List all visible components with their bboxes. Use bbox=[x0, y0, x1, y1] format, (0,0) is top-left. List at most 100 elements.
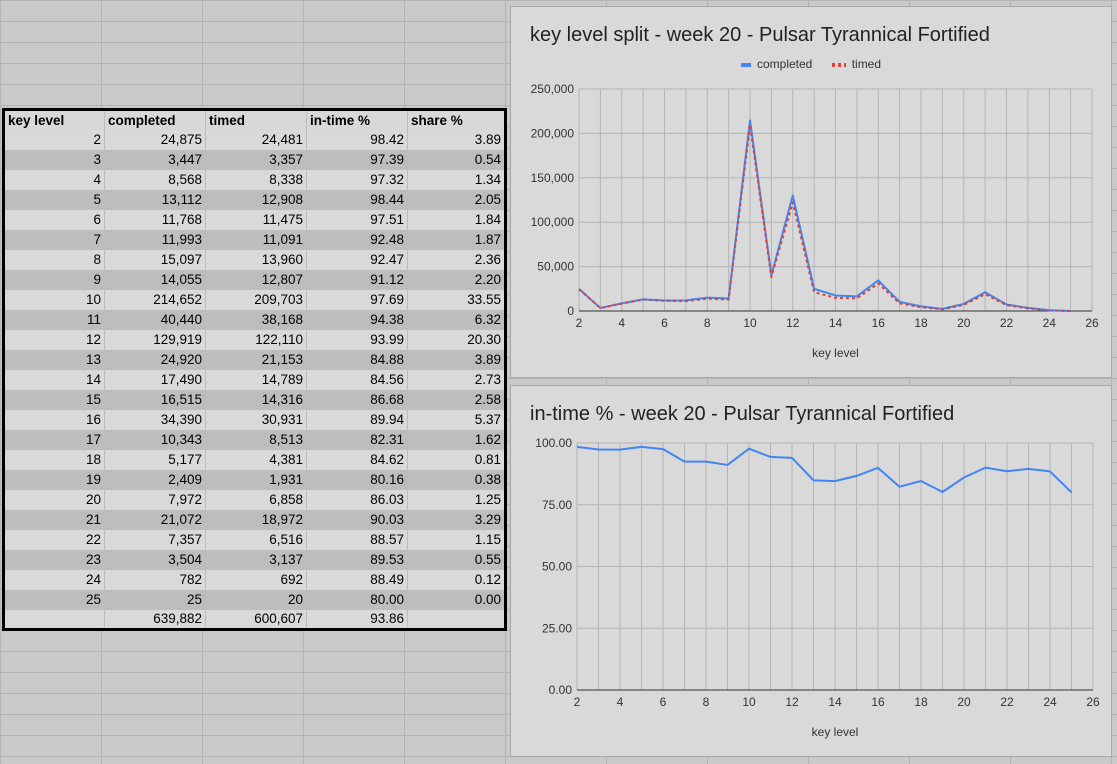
table-cell[interactable]: 93.99 bbox=[306, 329, 408, 350]
table-cell[interactable]: 0.81 bbox=[407, 449, 506, 470]
table-cell[interactable]: 122,110 bbox=[205, 329, 307, 350]
table-cell[interactable]: 3,357 bbox=[205, 149, 307, 170]
total-cell[interactable] bbox=[3, 609, 105, 630]
table-cell[interactable]: 11,993 bbox=[104, 229, 206, 250]
table-cell[interactable]: 89.94 bbox=[306, 409, 408, 430]
table-cell[interactable]: 30,931 bbox=[205, 409, 307, 430]
table-cell[interactable]: 25 bbox=[3, 589, 105, 610]
table-cell[interactable]: 0.38 bbox=[407, 469, 506, 490]
table-cell[interactable]: 94.38 bbox=[306, 309, 408, 330]
total-cell[interactable]: 600,607 bbox=[205, 609, 307, 630]
table-cell[interactable]: 209,703 bbox=[205, 289, 307, 310]
table-cell[interactable]: 3.29 bbox=[407, 509, 506, 530]
table-cell[interactable]: 15 bbox=[3, 389, 105, 410]
legend-item-completed[interactable]: completed bbox=[740, 57, 812, 71]
table-cell[interactable]: 92.48 bbox=[306, 229, 408, 250]
table-cell[interactable]: 80.16 bbox=[306, 469, 408, 490]
table-cell[interactable]: 89.53 bbox=[306, 549, 408, 570]
table-cell[interactable]: 18,972 bbox=[205, 509, 307, 530]
table-cell[interactable]: 80.00 bbox=[306, 589, 408, 610]
table-cell[interactable]: 1.87 bbox=[407, 229, 506, 250]
table-cell[interactable]: 1.15 bbox=[407, 529, 506, 550]
table-cell[interactable]: 692 bbox=[205, 569, 307, 590]
table-cell[interactable]: 97.39 bbox=[306, 149, 408, 170]
table-cell[interactable]: 13,960 bbox=[205, 249, 307, 270]
table-cell[interactable]: 4,381 bbox=[205, 449, 307, 470]
header-timed[interactable]: timed bbox=[205, 109, 307, 130]
table-cell[interactable]: 12 bbox=[3, 329, 105, 350]
total-cell[interactable]: 93.86 bbox=[306, 609, 408, 630]
table-cell[interactable]: 24 bbox=[3, 569, 105, 590]
header-key-level[interactable]: key level bbox=[3, 109, 105, 130]
table-cell[interactable]: 4 bbox=[3, 169, 105, 190]
table-cell[interactable]: 15,097 bbox=[104, 249, 206, 270]
table-cell[interactable]: 14,789 bbox=[205, 369, 307, 390]
table-cell[interactable]: 0.54 bbox=[407, 149, 506, 170]
table-cell[interactable]: 2 bbox=[3, 129, 105, 150]
table-cell[interactable]: 2,409 bbox=[104, 469, 206, 490]
table-cell[interactable]: 3.89 bbox=[407, 129, 506, 150]
table-cell[interactable]: 6.32 bbox=[407, 309, 506, 330]
table-cell[interactable]: 16 bbox=[3, 409, 105, 430]
table-cell[interactable]: 97.69 bbox=[306, 289, 408, 310]
total-cell[interactable] bbox=[407, 609, 506, 630]
table-cell[interactable]: 2.58 bbox=[407, 389, 506, 410]
table-cell[interactable]: 5.37 bbox=[407, 409, 506, 430]
table-cell[interactable]: 1.62 bbox=[407, 429, 506, 450]
table-cell[interactable]: 3,447 bbox=[104, 149, 206, 170]
table-cell[interactable]: 2.05 bbox=[407, 189, 506, 210]
table-cell[interactable]: 8,568 bbox=[104, 169, 206, 190]
table-cell[interactable]: 7,357 bbox=[104, 529, 206, 550]
table-cell[interactable]: 21,153 bbox=[205, 349, 307, 370]
table-cell[interactable]: 33.55 bbox=[407, 289, 506, 310]
table-cell[interactable]: 38,168 bbox=[205, 309, 307, 330]
table-cell[interactable]: 6 bbox=[3, 209, 105, 230]
table-cell[interactable]: 782 bbox=[104, 569, 206, 590]
table-cell[interactable]: 21,072 bbox=[104, 509, 206, 530]
table-cell[interactable]: 12,807 bbox=[205, 269, 307, 290]
table-cell[interactable]: 14,055 bbox=[104, 269, 206, 290]
table-cell[interactable]: 9 bbox=[3, 269, 105, 290]
table-cell[interactable]: 98.44 bbox=[306, 189, 408, 210]
table-cell[interactable]: 88.57 bbox=[306, 529, 408, 550]
key-level-split-chart[interactable]: key level split - week 20 - Pulsar Tyran… bbox=[510, 6, 1112, 378]
table-cell[interactable]: 214,652 bbox=[104, 289, 206, 310]
table-cell[interactable]: 8 bbox=[3, 249, 105, 270]
table-cell[interactable]: 6,516 bbox=[205, 529, 307, 550]
table-cell[interactable]: 2.36 bbox=[407, 249, 506, 270]
table-cell[interactable]: 19 bbox=[3, 469, 105, 490]
table-cell[interactable]: 97.32 bbox=[306, 169, 408, 190]
in-time-pct-chart[interactable]: in-time % - week 20 - Pulsar Tyrannical … bbox=[510, 385, 1112, 757]
table-cell[interactable]: 3,137 bbox=[205, 549, 307, 570]
table-cell[interactable]: 14,316 bbox=[205, 389, 307, 410]
table-cell[interactable]: 86.68 bbox=[306, 389, 408, 410]
table-cell[interactable]: 13,112 bbox=[104, 189, 206, 210]
header-in-time-pct[interactable]: in-time % bbox=[306, 109, 408, 130]
total-cell[interactable]: 639,882 bbox=[104, 609, 206, 630]
table-cell[interactable]: 10 bbox=[3, 289, 105, 310]
table-cell[interactable]: 24,481 bbox=[205, 129, 307, 150]
table-cell[interactable]: 17,490 bbox=[104, 369, 206, 390]
legend-item-timed[interactable]: timed bbox=[831, 57, 881, 71]
table-cell[interactable]: 1.34 bbox=[407, 169, 506, 190]
table-cell[interactable]: 14 bbox=[3, 369, 105, 390]
table-cell[interactable]: 90.03 bbox=[306, 509, 408, 530]
table-cell[interactable]: 3,504 bbox=[104, 549, 206, 570]
table-cell[interactable]: 3.89 bbox=[407, 349, 506, 370]
table-cell[interactable]: 97.51 bbox=[306, 209, 408, 230]
table-cell[interactable]: 25 bbox=[104, 589, 206, 610]
table-cell[interactable]: 1.25 bbox=[407, 489, 506, 510]
table-cell[interactable]: 10,343 bbox=[104, 429, 206, 450]
table-cell[interactable]: 2.20 bbox=[407, 269, 506, 290]
table-cell[interactable]: 8,513 bbox=[205, 429, 307, 450]
table-cell[interactable]: 18 bbox=[3, 449, 105, 470]
table-cell[interactable]: 0.00 bbox=[407, 589, 506, 610]
table-cell[interactable]: 5 bbox=[3, 189, 105, 210]
table-cell[interactable]: 84.56 bbox=[306, 369, 408, 390]
table-cell[interactable]: 98.42 bbox=[306, 129, 408, 150]
table-cell[interactable]: 0.55 bbox=[407, 549, 506, 570]
table-cell[interactable]: 20.30 bbox=[407, 329, 506, 350]
table-cell[interactable]: 92.47 bbox=[306, 249, 408, 270]
table-cell[interactable]: 86.03 bbox=[306, 489, 408, 510]
table-cell[interactable]: 129,919 bbox=[104, 329, 206, 350]
